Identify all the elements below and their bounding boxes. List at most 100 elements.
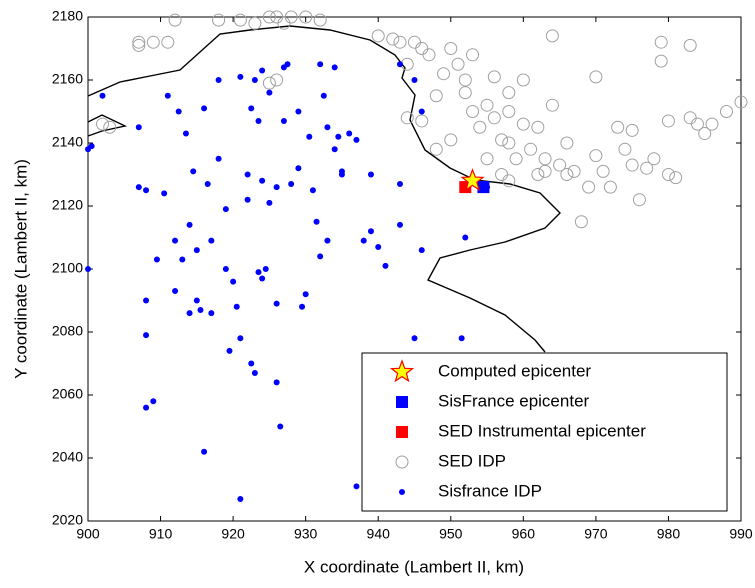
- legend: [361, 352, 728, 512]
- point: [233, 303, 240, 310]
- point: [186, 310, 193, 317]
- point: [531, 120, 545, 134]
- point: [135, 184, 142, 191]
- point: [553, 158, 567, 172]
- point: [589, 149, 603, 163]
- x-tick-label: 900: [76, 526, 100, 542]
- x-tick-label: 940: [367, 526, 391, 542]
- point: [150, 398, 157, 405]
- point: [164, 92, 171, 99]
- point: [295, 108, 302, 115]
- point: [698, 127, 712, 141]
- legend-label: SED Instrumental epicenter: [438, 421, 646, 440]
- point: [375, 243, 382, 250]
- point: [400, 111, 414, 125]
- point: [589, 70, 603, 84]
- legend-marker: [395, 455, 409, 469]
- point: [96, 117, 110, 131]
- point: [654, 35, 668, 49]
- point: [683, 38, 697, 52]
- point: [509, 152, 523, 166]
- point: [143, 332, 150, 339]
- point: [237, 335, 244, 342]
- point: [143, 404, 150, 411]
- point: [444, 133, 458, 147]
- point: [248, 105, 255, 112]
- point: [669, 171, 683, 185]
- point: [690, 117, 704, 131]
- point: [502, 105, 516, 118]
- y-tick-label: 2160: [52, 71, 83, 87]
- point: [208, 310, 215, 317]
- legend-marker: [399, 489, 405, 495]
- border-line: [87, 25, 561, 353]
- point: [460, 168, 485, 192]
- point: [632, 193, 646, 207]
- point: [255, 269, 262, 276]
- point: [603, 180, 617, 194]
- point: [273, 300, 280, 307]
- point: [280, 117, 287, 124]
- point: [226, 347, 233, 354]
- point: [262, 266, 269, 272]
- point: [338, 171, 345, 178]
- point: [193, 297, 200, 304]
- y-tick-label: 2060: [52, 386, 83, 402]
- point: [444, 42, 458, 55]
- point: [353, 136, 360, 143]
- x-tick-label: 920: [221, 526, 245, 542]
- y-tick-label: 2100: [52, 260, 83, 276]
- legend-marker: [396, 396, 408, 408]
- point: [320, 92, 327, 99]
- point: [487, 111, 501, 125]
- point: [248, 360, 255, 367]
- point: [262, 10, 276, 24]
- point: [237, 495, 244, 502]
- point: [182, 130, 189, 137]
- point: [222, 206, 229, 213]
- y-tick-label: 2120: [52, 197, 83, 213]
- point: [502, 174, 516, 188]
- point: [647, 152, 661, 166]
- y-axis-label: Y coordinate (Lambert II, km): [11, 159, 30, 379]
- point: [259, 67, 266, 74]
- point: [734, 95, 748, 109]
- point: [212, 13, 226, 27]
- point: [386, 32, 400, 46]
- point: [215, 77, 222, 83]
- point: [625, 123, 639, 137]
- point: [284, 61, 291, 68]
- point: [661, 114, 675, 128]
- point: [103, 120, 117, 134]
- point: [273, 379, 280, 386]
- point: [596, 164, 610, 178]
- y-tick-label: 2080: [52, 323, 83, 339]
- point: [480, 152, 494, 166]
- point: [215, 155, 222, 162]
- legend-label: SED IDP: [438, 451, 506, 470]
- point: [132, 35, 146, 49]
- legend-marker: [396, 426, 408, 438]
- point: [313, 13, 327, 27]
- point: [719, 105, 733, 118]
- point: [422, 48, 436, 62]
- point: [262, 76, 276, 90]
- y-tick-label: 2040: [52, 449, 83, 465]
- point: [299, 303, 306, 310]
- point: [574, 215, 588, 229]
- legend-label: Sisfrance IDP: [438, 481, 542, 500]
- point: [418, 247, 425, 254]
- point: [396, 221, 403, 228]
- x-tick-label: 950: [439, 526, 463, 542]
- point: [99, 92, 106, 99]
- map-borders: [87, 25, 561, 353]
- point: [611, 120, 625, 134]
- point: [172, 237, 179, 244]
- point: [244, 171, 251, 178]
- point: [204, 180, 211, 187]
- point: [516, 117, 530, 131]
- point: [396, 61, 403, 68]
- point: [201, 105, 208, 112]
- point: [462, 234, 469, 241]
- x-tick-label: 910: [149, 526, 173, 542]
